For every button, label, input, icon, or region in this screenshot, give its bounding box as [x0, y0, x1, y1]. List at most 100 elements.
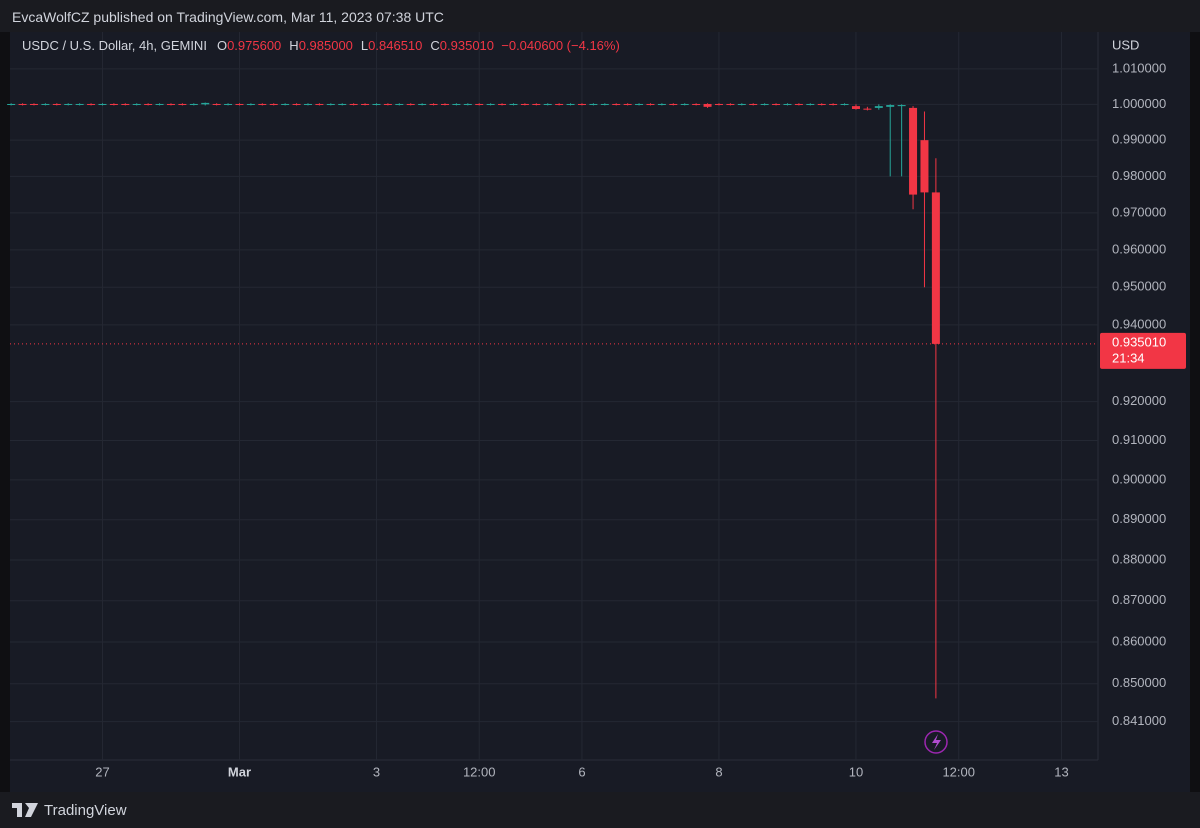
- icon-ring[interactable]: [924, 730, 948, 754]
- candle-body: [440, 103, 449, 105]
- x-tick-label: 6: [578, 764, 585, 779]
- candle-body: [657, 103, 666, 105]
- candle-body: [429, 103, 438, 105]
- last-price-box: [1100, 332, 1186, 369]
- candle-body: [189, 103, 198, 105]
- publish-info: EvcaWolfCZ published on TradingView.com,…: [0, 0, 1200, 32]
- candle-body: [41, 103, 50, 105]
- replay-icon[interactable]: [924, 730, 948, 754]
- y-tick-label: 0.940000: [1112, 316, 1166, 331]
- y-tick-label: 0.870000: [1112, 592, 1166, 607]
- candle-body: [121, 103, 130, 105]
- candle-body: [201, 102, 210, 105]
- candle-body: [920, 140, 929, 193]
- candle-body: [463, 103, 472, 105]
- candle-body: [144, 103, 153, 105]
- candle-body: [52, 103, 61, 105]
- y-tick-label: 0.970000: [1112, 204, 1166, 219]
- candle-body: [418, 103, 427, 105]
- y-tick-label: 0.950000: [1112, 279, 1166, 294]
- countdown: 21:34: [1112, 350, 1145, 365]
- candle-body: [178, 103, 187, 105]
- candle-body: [520, 103, 529, 105]
- candle-body: [509, 103, 518, 105]
- candle-body: [212, 103, 221, 105]
- icon-bolt[interactable]: [932, 734, 941, 750]
- y-tick-label: 0.890000: [1112, 511, 1166, 526]
- candle-body: [498, 103, 507, 105]
- candle-body: [886, 105, 895, 107]
- candle-body: [361, 103, 370, 105]
- candle-body: [772, 103, 781, 105]
- y-axis-label: USD: [1112, 37, 1139, 52]
- y-tick-label: 1.010000: [1112, 60, 1166, 75]
- candle-body: [452, 103, 461, 105]
- candle-body: [714, 103, 723, 105]
- chart-panel: [10, 32, 1190, 792]
- candle-body: [395, 103, 404, 105]
- candle-body: [315, 103, 324, 105]
- candle-body: [258, 103, 267, 105]
- candle-body: [349, 103, 358, 105]
- candle-body: [383, 103, 392, 105]
- x-tick-label: Mar: [228, 764, 251, 779]
- candle-body: [623, 103, 632, 105]
- candle-body: [874, 106, 883, 108]
- x-tick-label: 12:00: [463, 764, 496, 779]
- y-tick-label: 1.000000: [1112, 96, 1166, 111]
- candle-body: [566, 103, 575, 105]
- candle-body: [372, 103, 381, 105]
- y-tick-label: 0.841000: [1112, 713, 1166, 728]
- y-tick-label: 0.920000: [1112, 393, 1166, 408]
- candle-body: [486, 103, 495, 105]
- candle-body: [281, 103, 290, 105]
- ohlc-key: C: [430, 38, 440, 53]
- candle-body: [577, 103, 586, 105]
- y-tick-label: 0.880000: [1112, 551, 1166, 566]
- candle-body: [406, 103, 415, 105]
- candle-body: [75, 103, 84, 105]
- y-tick-label: 0.960000: [1112, 241, 1166, 256]
- candle-body: [669, 103, 678, 105]
- y-tick-label: 0.910000: [1112, 432, 1166, 447]
- candle-body: [726, 103, 735, 105]
- symbol: USDC / U.S. Dollar, 4h, GEMINI: [22, 38, 207, 53]
- candle-body: [338, 103, 347, 105]
- candle-body: [303, 103, 312, 105]
- change: −0.040600 (−4.16%): [501, 38, 620, 53]
- ohlc-key: H: [289, 38, 299, 53]
- candle-body: [109, 103, 118, 105]
- candle-body: [737, 103, 746, 105]
- candle-body: [749, 103, 758, 105]
- y-tick-label: 0.980000: [1112, 168, 1166, 183]
- candle-body: [635, 103, 644, 105]
- candle-body: [475, 103, 484, 105]
- ohlc-value: 0.975600: [227, 38, 282, 53]
- candle-body: [292, 103, 301, 105]
- candle-body: [851, 106, 860, 109]
- x-tick-label: 3: [373, 764, 380, 779]
- candle-body: [600, 103, 609, 105]
- ohlc-key: L: [360, 38, 369, 53]
- candle-body: [29, 103, 38, 105]
- candle-body: [783, 103, 792, 105]
- candle-body: [235, 103, 244, 105]
- candle-body: [98, 103, 107, 105]
- x-tick-label: 12:00: [942, 764, 975, 779]
- candle-body: [326, 103, 335, 105]
- candle-body: [612, 103, 621, 105]
- candle-body: [897, 105, 906, 107]
- candle-body: [806, 103, 815, 105]
- ohlc-value: 0.985000: [298, 38, 353, 53]
- candle-body: [166, 103, 175, 105]
- y-tick-label: 0.900000: [1112, 471, 1166, 486]
- candle-body: [269, 103, 278, 105]
- candle-body: [87, 103, 96, 105]
- y-tick-label: 0.860000: [1112, 633, 1166, 648]
- candle-body: [760, 103, 769, 105]
- candle-body: [840, 103, 849, 105]
- y-tick-label: 0.990000: [1112, 132, 1166, 147]
- x-tick-label: 13: [1054, 764, 1068, 779]
- ohlc-value: 0.935010: [439, 38, 495, 53]
